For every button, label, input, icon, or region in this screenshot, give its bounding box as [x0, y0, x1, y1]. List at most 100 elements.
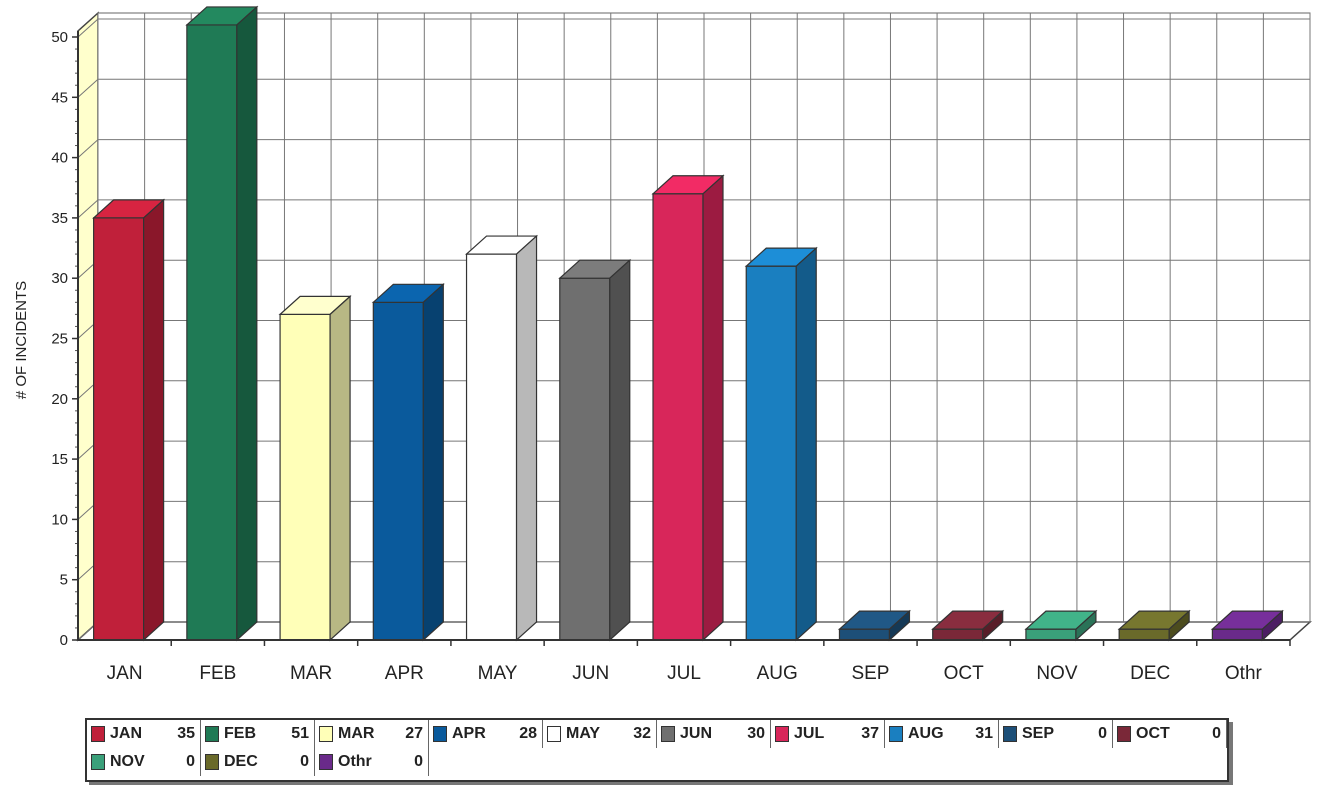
- legend-label: JUN: [680, 725, 713, 742]
- legend-value: 32: [633, 725, 651, 742]
- x-tick-label: JUN: [572, 663, 609, 684]
- bar-feb: [185, 5, 259, 642]
- y-tick-label: 45: [51, 89, 68, 106]
- legend-item: APR 28: [429, 720, 543, 748]
- legend-value: 27: [405, 725, 423, 742]
- y-tick-label: 5: [60, 572, 68, 589]
- bar-side: [1261, 609, 1283, 642]
- bar-front: [932, 628, 984, 641]
- legend-item: MAY 32: [543, 720, 657, 748]
- y-tick-label: 0: [60, 632, 68, 649]
- bar-front: [652, 193, 704, 641]
- bar-jun: [558, 258, 632, 642]
- legend-swatch: [1117, 726, 1131, 742]
- legend-value: 30: [747, 725, 765, 742]
- legend-label: MAR: [338, 725, 375, 742]
- legend-item: JAN 35: [87, 720, 201, 748]
- legend-label: JUL: [794, 725, 825, 742]
- legend-value: 0: [300, 753, 309, 770]
- bar-front: [93, 217, 145, 641]
- bar-front: [1118, 628, 1170, 641]
- x-tick-label: OCT: [944, 663, 985, 684]
- legend-item: SEP 0: [999, 720, 1113, 748]
- legend-item: DEC 0: [201, 748, 315, 776]
- bar-front: [186, 24, 238, 641]
- bar-side: [329, 295, 351, 642]
- x-tick-label: JUL: [667, 663, 701, 684]
- x-tick-label: MAR: [290, 663, 332, 684]
- legend-swatch: [205, 726, 219, 742]
- legend-swatch: [889, 726, 903, 742]
- legend-item: JUN 30: [657, 720, 771, 748]
- bar-side: [888, 609, 911, 642]
- legend-swatch: [1003, 726, 1017, 742]
- y-tick-label: 15: [51, 451, 68, 468]
- bar-front: [838, 628, 891, 641]
- bar-aug: [744, 246, 818, 642]
- bar-side: [422, 282, 444, 642]
- bar-sep: [837, 609, 912, 642]
- bar-side: [236, 5, 258, 642]
- bar-front: [1025, 628, 1077, 641]
- legend-label: SEP: [1022, 725, 1055, 742]
- legend-swatch: [319, 754, 333, 770]
- legend-swatch: [775, 726, 789, 742]
- y-tick-label: 30: [51, 270, 68, 287]
- legend-swatch: [91, 726, 105, 742]
- bar-side: [1075, 609, 1097, 642]
- bar-front: [465, 253, 518, 641]
- bar-front: [559, 277, 611, 641]
- bar-side: [515, 234, 538, 642]
- chart-bars: [92, 5, 1284, 642]
- bar-side: [1168, 609, 1190, 642]
- y-tick-label: 25: [51, 331, 68, 348]
- bar-apr: [371, 282, 445, 642]
- y-axis: 0 5 10 15 20 25 30 35 40 45 50: [51, 29, 79, 649]
- y-tick-label: 50: [51, 29, 68, 46]
- chart-legend: JAN 35 FEB 51 MAR 27 APR 28 MAY 32 JUN 30 JUL 37 AUG 31…: [85, 718, 1229, 782]
- x-tick-label: NOV: [1036, 663, 1078, 684]
- bar-front: [1211, 628, 1263, 641]
- bar-side: [609, 258, 631, 642]
- legend-swatch: [661, 726, 675, 742]
- legend-label: AUG: [908, 725, 944, 742]
- bar-dec: [1117, 609, 1191, 642]
- legend-item: MAR 27: [315, 720, 429, 748]
- legend-value: 0: [1098, 725, 1107, 742]
- x-tick-label: DEC: [1130, 663, 1170, 684]
- legend-swatch: [205, 754, 219, 770]
- legend-swatch: [91, 754, 105, 770]
- legend-label: OCT: [1136, 725, 1170, 742]
- legend-label: APR: [452, 725, 486, 742]
- legend-value: 35: [177, 725, 195, 742]
- bar-side: [702, 174, 724, 642]
- bar-front: [279, 313, 331, 641]
- legend-item: Othr 0: [315, 748, 429, 776]
- legend-label: JAN: [110, 725, 143, 742]
- x-axis: JAN FEB MAR APR MAY JUN JUL AUG SEP OCT NOV DEC Othr: [78, 639, 1291, 684]
- bar-side: [143, 198, 165, 642]
- bar-nov: [1024, 609, 1098, 642]
- bar-side: [982, 609, 1004, 642]
- x-tick-label: APR: [385, 663, 424, 684]
- x-tick-label: FEB: [199, 663, 236, 684]
- legend-row: NOV 0 DEC 0 Othr 0: [87, 748, 1227, 776]
- y-tick-label: 10: [51, 511, 68, 528]
- x-tick-label: MAY: [478, 663, 518, 684]
- legend-swatch: [433, 726, 447, 742]
- legend-value: 31: [975, 725, 993, 742]
- bar-jan: [92, 198, 166, 642]
- gridline-wall: [77, 78, 99, 98]
- legend-label: MAY: [566, 725, 601, 742]
- gridline-wall: [77, 18, 99, 38]
- legend-label: Othr: [338, 753, 372, 770]
- gridline-wall: [77, 139, 99, 158]
- x-tick-label: Othr: [1225, 663, 1263, 684]
- y-tick-label: 40: [51, 150, 68, 167]
- legend-value: 37: [861, 725, 879, 742]
- x-tick-label: AUG: [757, 663, 798, 684]
- y-tick-label: 20: [51, 391, 68, 408]
- legend-item: OCT 0: [1113, 720, 1227, 748]
- legend-label: NOV: [110, 753, 145, 770]
